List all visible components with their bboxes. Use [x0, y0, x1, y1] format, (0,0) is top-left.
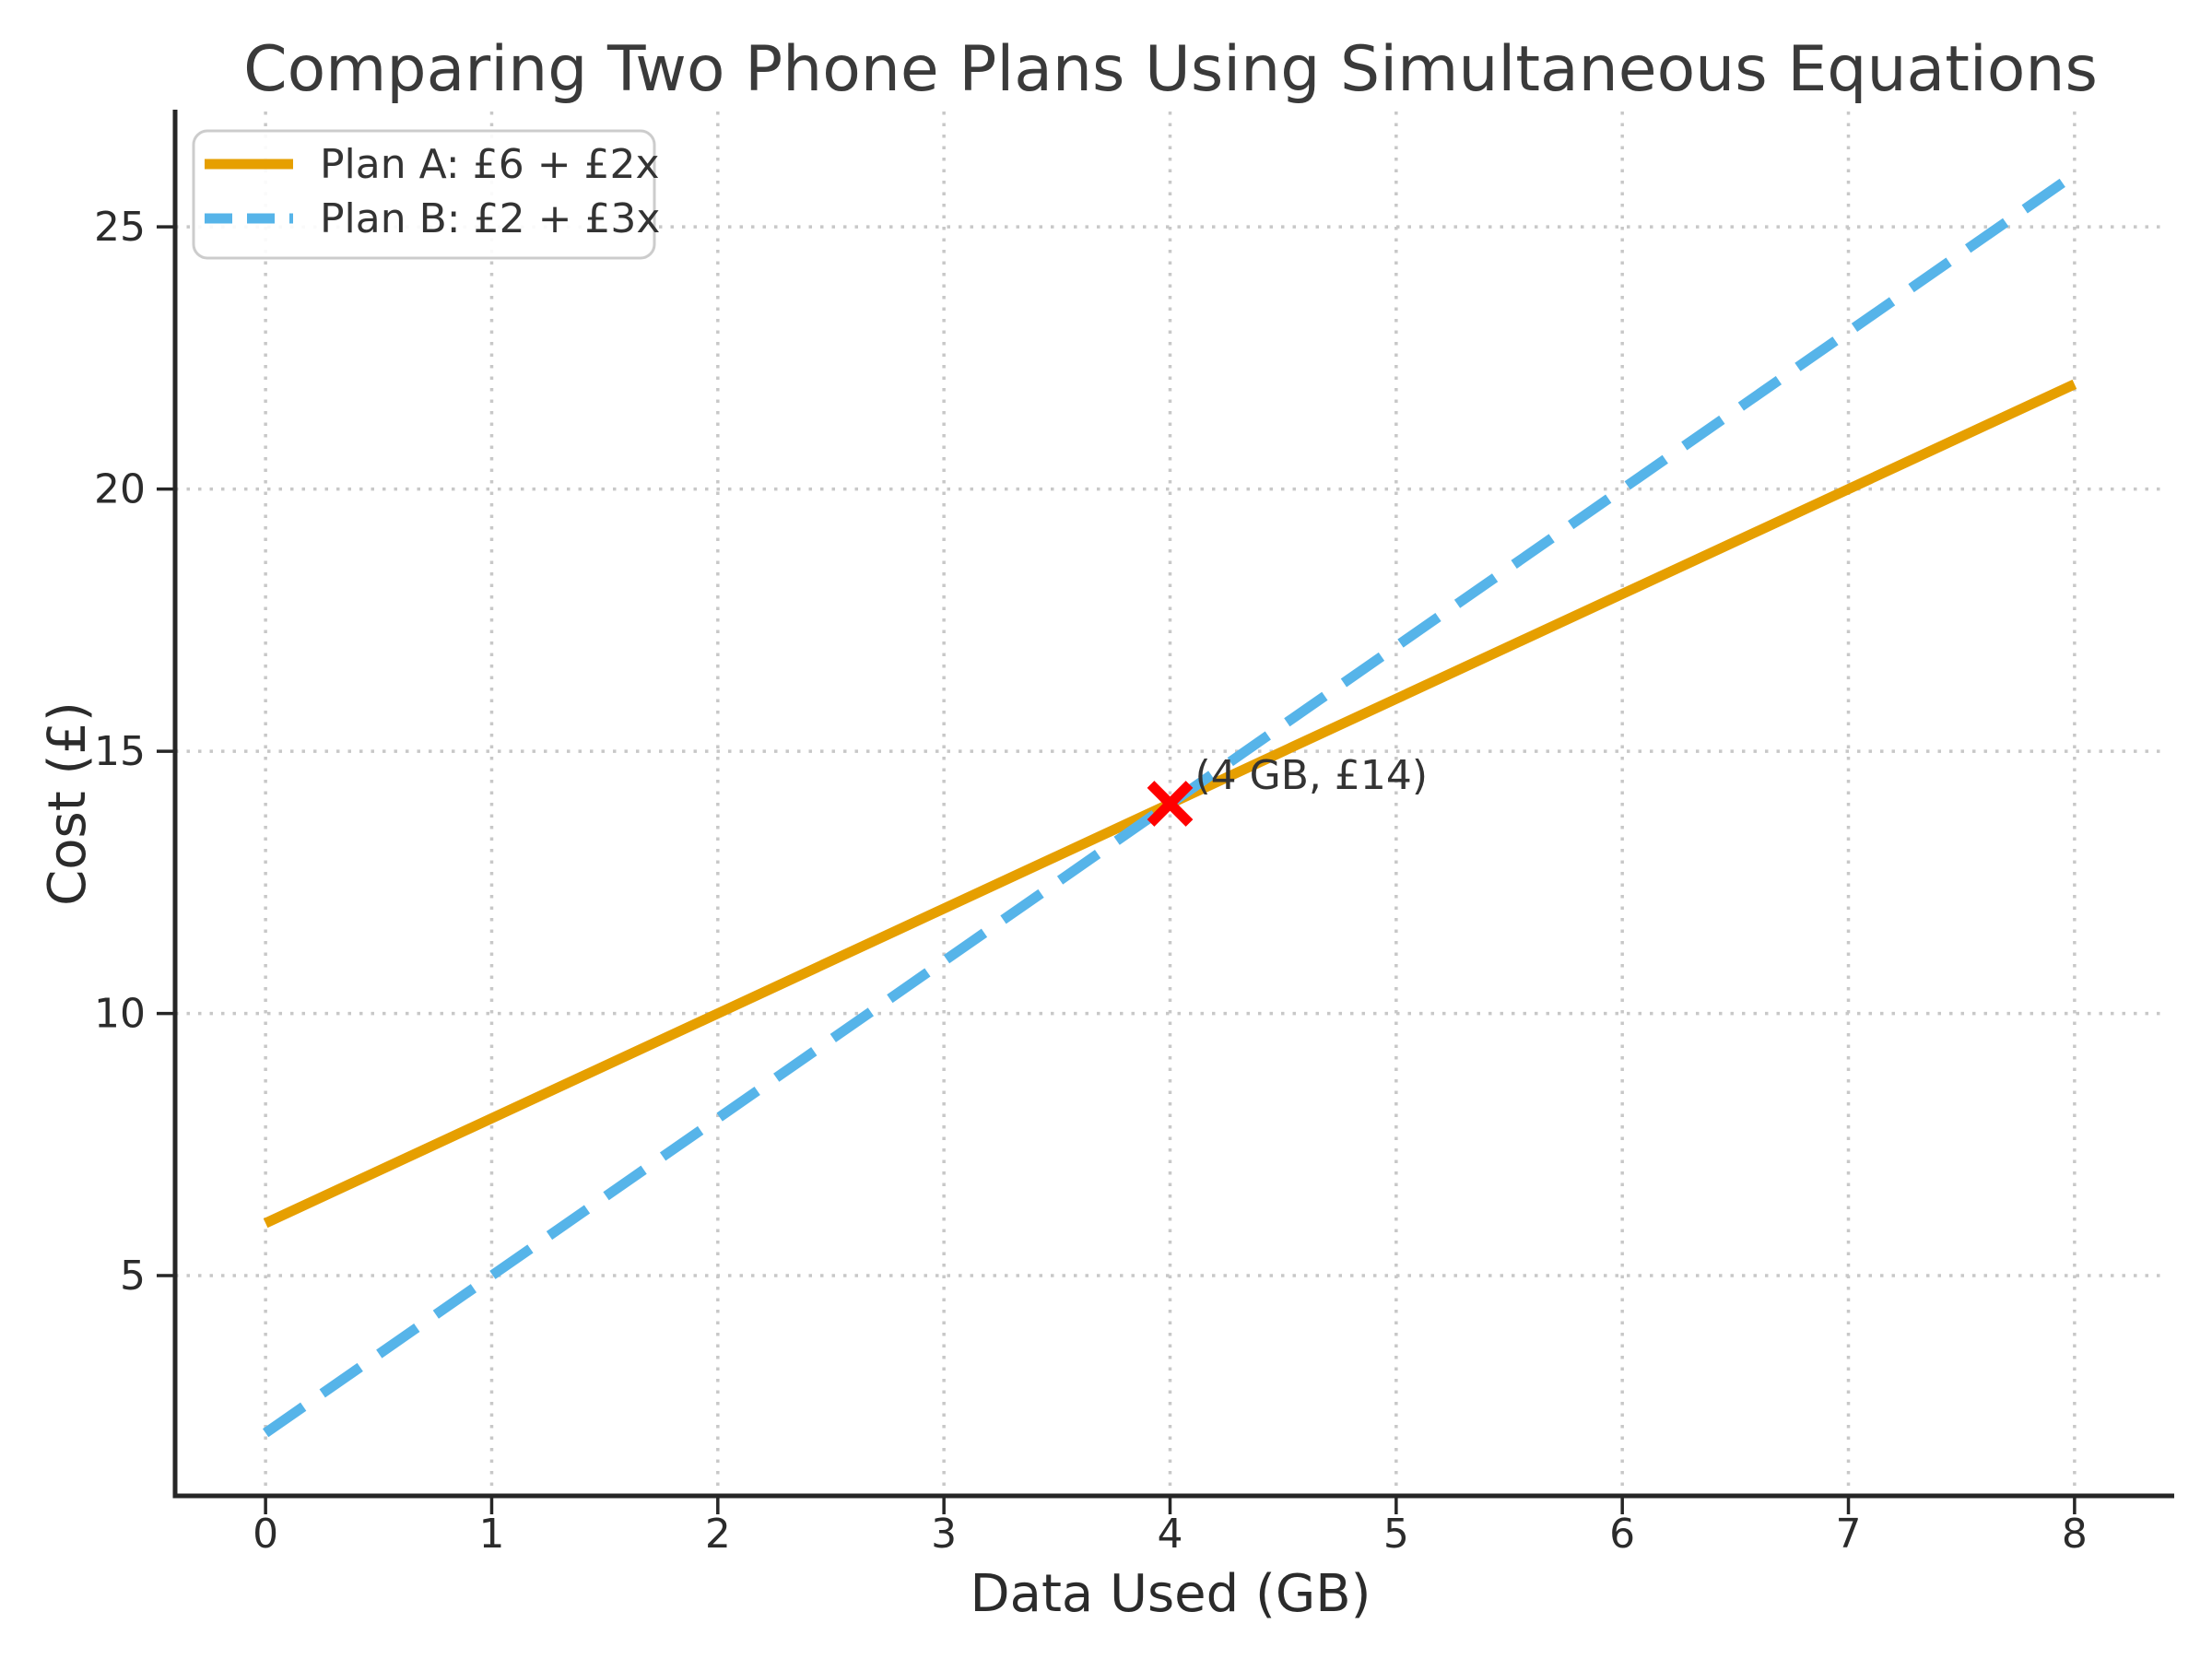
x-tick-label: 5: [1383, 1511, 1409, 1558]
axes-layer: [157, 110, 2174, 1514]
intersection-x-marker: [1147, 781, 1194, 827]
intersection-annotation: (4 GB, £14): [1195, 752, 1429, 799]
tick-label-layer: 0 1 2 3 4 5 6 7 8 5 10 15 20 25: [94, 204, 2088, 1558]
x-tick-label: 6: [1609, 1511, 1635, 1558]
series-line-1: [262, 170, 2078, 1438]
y-tick-label: 10: [94, 991, 146, 1038]
x-tick-label: 7: [1836, 1511, 1862, 1558]
chart-title: Comparing Two Phone Plans Using Simultan…: [243, 33, 2098, 106]
x-tick-label: 8: [2062, 1511, 2088, 1558]
x-axis-label: Data Used (GB): [971, 1564, 1371, 1624]
y-tick-label: 25: [94, 204, 146, 251]
y-tick-label: 20: [94, 466, 146, 513]
legend-box: [192, 129, 656, 260]
x-tick-label: 1: [478, 1511, 504, 1558]
x-tick-label: 2: [705, 1511, 731, 1558]
y-tick-label: 15: [94, 728, 146, 775]
x-tick-label: 0: [253, 1511, 278, 1558]
legend-label-plan-a: Plan A: £6 + £2x: [320, 141, 660, 188]
legend-label-plan-b: Plan B: £2 + £3x: [320, 195, 660, 242]
intersection-marker-layer: [1147, 781, 1194, 827]
y-axis-label: Cost (£): [38, 701, 98, 906]
x-tick-label: 4: [1158, 1511, 1183, 1558]
x-tick-label: 3: [931, 1511, 957, 1558]
legend: Plan A: £6 + £2x Plan B: £2 + £3x: [192, 129, 660, 260]
y-tick-label: 5: [120, 1253, 146, 1300]
